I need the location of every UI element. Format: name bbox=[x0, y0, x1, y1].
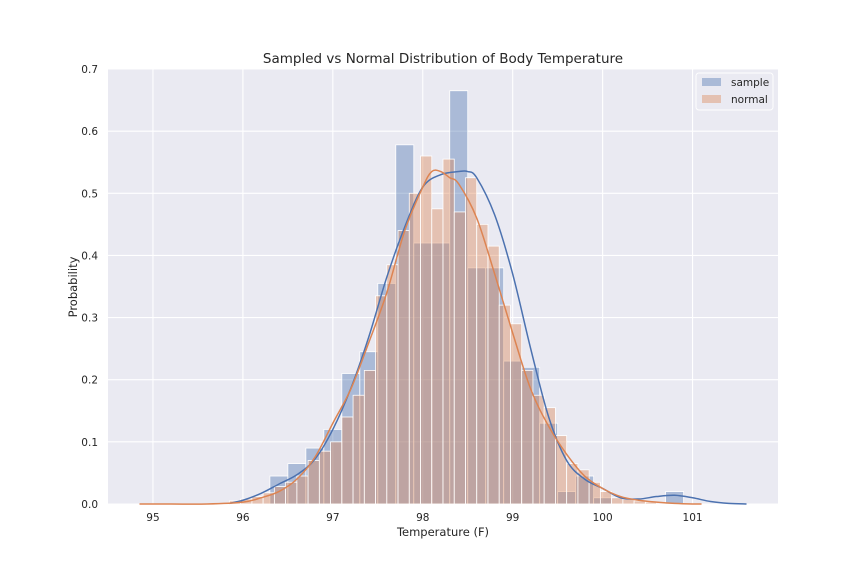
y-tick-label: 0.5 bbox=[81, 188, 98, 200]
kde-lines bbox=[139, 169, 747, 505]
normal-bar bbox=[307, 460, 320, 505]
sample-bar bbox=[665, 491, 684, 505]
normal-bar bbox=[498, 304, 511, 505]
legend-swatch-sample bbox=[702, 78, 721, 86]
x-axis-label: Temperature (F) bbox=[396, 525, 489, 539]
normal-bar bbox=[375, 295, 388, 505]
normal-bar bbox=[465, 177, 478, 505]
y-tick-label: 0.6 bbox=[81, 126, 98, 138]
sample-histogram bbox=[269, 90, 684, 505]
normal-bar bbox=[408, 192, 421, 505]
normal-bar bbox=[363, 369, 376, 505]
normal-bar bbox=[341, 416, 354, 505]
normal-bar bbox=[397, 230, 410, 505]
x-tick-label: 100 bbox=[593, 512, 613, 524]
normal-bar bbox=[296, 475, 309, 505]
x-tick-label: 101 bbox=[683, 512, 703, 524]
normal-bar bbox=[386, 264, 399, 505]
y-tick-label: 0.3 bbox=[81, 313, 98, 325]
normal-bar bbox=[330, 441, 343, 505]
x-tick-label: 95 bbox=[146, 512, 159, 524]
normal-bar bbox=[318, 450, 331, 505]
y-tick-label: 0.7 bbox=[81, 64, 98, 76]
x-tick-label: 99 bbox=[506, 512, 519, 524]
normal-bar bbox=[532, 394, 545, 505]
legend-label-sample: sample bbox=[731, 77, 769, 89]
x-tick-label: 98 bbox=[416, 512, 429, 524]
legend-swatch-normal bbox=[702, 95, 721, 103]
normal-bar bbox=[476, 223, 489, 505]
normal-bar bbox=[420, 155, 433, 505]
y-ticks: 0.0 0.1 0.2 0.3 0.4 0.5 0.6 0.7 bbox=[81, 64, 98, 511]
legend-box bbox=[695, 72, 774, 111]
x-ticks: 95 96 97 98 99 100 101 bbox=[146, 512, 702, 524]
legend-label-normal: normal bbox=[731, 94, 768, 106]
legend: sample normal bbox=[695, 72, 774, 111]
y-axis-label: Probability bbox=[66, 256, 80, 317]
x-tick-label: 97 bbox=[326, 512, 339, 524]
normal-bar bbox=[352, 394, 365, 505]
normal-bar bbox=[431, 208, 444, 505]
chart-title: Sampled vs Normal Distribution of Body T… bbox=[263, 51, 623, 67]
normal-bar bbox=[285, 481, 298, 505]
y-tick-label: 0.2 bbox=[81, 375, 98, 387]
normal-bar bbox=[442, 158, 455, 505]
sample-kde-line bbox=[229, 170, 747, 505]
normal-bar bbox=[611, 497, 624, 505]
normal-bar bbox=[510, 323, 523, 505]
x-tick-label: 96 bbox=[236, 512, 250, 524]
y-tick-label: 0.1 bbox=[81, 437, 98, 449]
y-tick-label: 0.0 bbox=[81, 499, 98, 511]
normal-bar bbox=[566, 463, 579, 505]
normal-kde-line bbox=[139, 169, 702, 505]
normal-bar bbox=[453, 211, 466, 505]
y-tick-label: 0.4 bbox=[81, 250, 98, 262]
